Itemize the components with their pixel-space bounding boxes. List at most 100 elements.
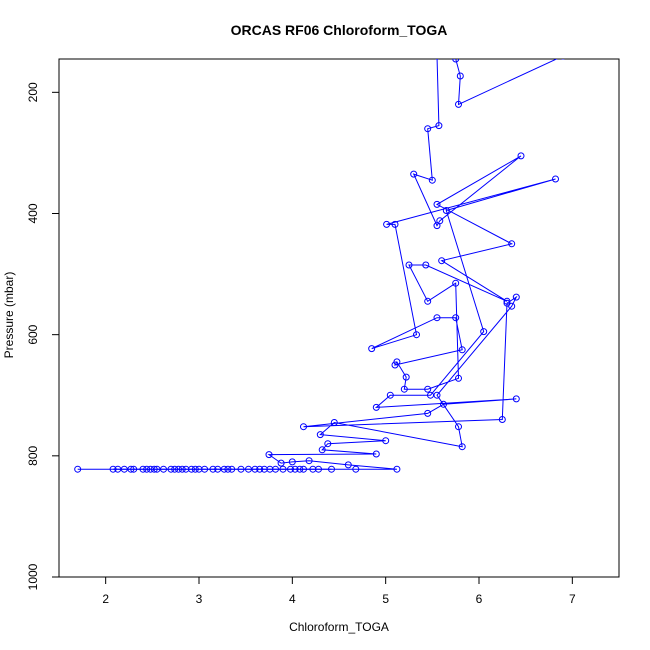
y-axis-label: Pressure (mbar) <box>2 272 16 359</box>
x-tick-label: 2 <box>102 592 109 606</box>
data-point <box>228 465 236 473</box>
data-point <box>167 465 175 473</box>
data-point <box>480 328 488 336</box>
data-point <box>279 465 287 473</box>
x-tick-label: 3 <box>196 592 203 606</box>
data-point <box>435 122 443 130</box>
data-point <box>277 459 285 467</box>
data-point <box>224 465 232 473</box>
data-point <box>413 331 420 339</box>
data-point <box>318 446 326 454</box>
y-tick-label: 1000 <box>26 563 40 590</box>
data-point <box>422 261 430 269</box>
data-point <box>324 440 332 448</box>
x-axis-label: Chloroform_TOGA <box>289 620 389 634</box>
y-tick-label: 400 <box>26 203 40 223</box>
data-point <box>442 207 450 214</box>
data-point <box>291 465 299 473</box>
series-points <box>74 59 565 473</box>
data-point <box>498 416 506 423</box>
data-point <box>424 297 432 305</box>
data-point <box>272 465 279 473</box>
data-point <box>191 465 199 473</box>
y-tick-label: 200 <box>26 82 40 102</box>
data-point <box>368 345 376 353</box>
x-tick-label: 4 <box>289 592 296 606</box>
data-point <box>305 457 313 465</box>
data-point <box>458 443 466 451</box>
y-tick-label: 800 <box>26 445 40 465</box>
data-point <box>410 170 418 178</box>
x-tick-label: 6 <box>476 592 483 606</box>
data-point <box>287 465 294 473</box>
data-point <box>512 293 520 301</box>
data-point <box>386 391 394 399</box>
data-point <box>424 125 432 133</box>
data-point <box>433 391 441 399</box>
chart-title: ORCAS RF06 Chloroform_TOGA <box>231 22 448 38</box>
data-point <box>455 374 462 382</box>
data-point <box>344 461 352 469</box>
data-point <box>508 302 516 310</box>
data-point <box>382 437 390 445</box>
data-point <box>552 175 559 183</box>
data-point <box>130 465 138 473</box>
data-point <box>433 314 441 322</box>
data-point <box>288 458 296 466</box>
data-point <box>440 400 447 408</box>
axes: 2 3 4 5 6 7 200 400 600 800 1000 <box>26 82 576 606</box>
data-point <box>428 176 436 184</box>
data-point <box>405 261 413 269</box>
data-point <box>512 395 520 403</box>
y-tick-label: 600 <box>26 324 40 344</box>
data-point <box>265 451 273 459</box>
series-lines <box>77 59 558 470</box>
data-point <box>188 465 195 473</box>
data-point <box>452 279 460 287</box>
data-point <box>452 59 460 63</box>
data-point <box>424 385 432 393</box>
data-point <box>175 465 182 473</box>
plot-frame <box>58 58 620 578</box>
data-point <box>251 465 259 473</box>
data-point <box>372 450 380 458</box>
data-point <box>391 220 399 228</box>
data-point <box>383 220 391 228</box>
data-point <box>300 465 307 473</box>
data-point <box>458 346 466 354</box>
data-point <box>352 465 360 473</box>
data-point <box>508 240 516 248</box>
data-point <box>120 465 128 473</box>
data-point <box>74 465 82 473</box>
data-point <box>237 465 245 473</box>
data-point <box>456 72 464 80</box>
data-point <box>160 465 167 473</box>
data-point <box>393 465 401 473</box>
data-point <box>296 465 304 473</box>
data-point <box>328 465 335 473</box>
series-line <box>77 59 558 470</box>
data-point <box>424 409 432 417</box>
data-point <box>256 465 264 473</box>
data-point <box>209 465 217 473</box>
data-point <box>127 465 135 473</box>
data-point <box>455 100 462 108</box>
data-point <box>391 361 399 369</box>
data-point <box>150 465 158 473</box>
data-point <box>178 465 186 473</box>
data-point <box>201 465 209 473</box>
data-point <box>143 465 151 473</box>
data-point <box>372 403 380 411</box>
data-point <box>433 200 441 208</box>
data-point <box>109 465 117 473</box>
data-point <box>402 373 410 381</box>
data-point <box>517 152 525 160</box>
data-point <box>139 465 147 473</box>
data-point <box>436 217 444 225</box>
x-tick-label: 7 <box>569 592 576 606</box>
data-point <box>330 419 338 426</box>
data-point <box>503 297 511 305</box>
data-point <box>400 385 408 393</box>
